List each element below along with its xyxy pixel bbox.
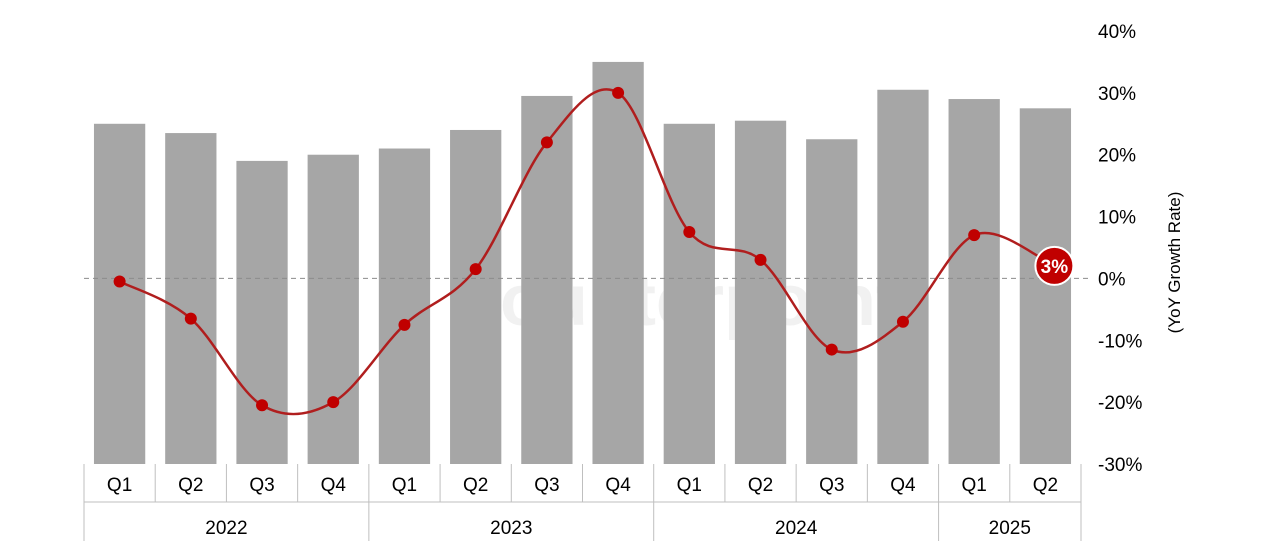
quarter-label: Q1 (107, 475, 132, 496)
growth-point-8 (683, 226, 696, 239)
quarter-label: Q3 (819, 475, 844, 496)
quarter-label: Q2 (463, 475, 488, 496)
callout-bubble (1034, 245, 1075, 286)
growth-point-12 (968, 229, 981, 242)
y2-axis-label: (YoY Growth Rate) (1165, 192, 1184, 334)
y2-tick-label: 20% (1098, 146, 1136, 167)
bar-12 (948, 99, 1000, 465)
quarter-label: Q3 (534, 475, 559, 496)
y2-tick-label: 40% (1098, 22, 1136, 43)
bar-4 (378, 148, 431, 464)
y2-tick-label: 10% (1098, 208, 1136, 229)
growth-point-0 (113, 275, 126, 288)
bar-9 (734, 120, 787, 464)
quarter-label: Q1 (961, 475, 986, 496)
quarter-label: Q1 (392, 475, 417, 496)
year-label: 2025 (989, 518, 1031, 539)
quarter-label: Q4 (605, 475, 631, 496)
year-label: 2023 (490, 518, 532, 539)
bar-8 (663, 123, 715, 465)
y2-tick-label: 0% (1098, 269, 1126, 290)
year-label: 2024 (775, 518, 818, 539)
callout-label: 3% (1041, 257, 1069, 278)
latest-growth-callout: 3% (1034, 245, 1075, 286)
growth-point-2 (256, 399, 269, 412)
bar-2 (236, 160, 288, 464)
growth-point-3 (327, 396, 340, 409)
growth-point-9 (754, 253, 767, 266)
quarter-label: Q4 (890, 475, 916, 496)
growth-point-4 (398, 318, 411, 331)
bar-7 (592, 61, 644, 465)
growth-point-7 (612, 86, 625, 99)
bar-13 (1019, 108, 1072, 465)
quarter-label: Q1 (677, 475, 702, 496)
year-label: 2022 (205, 518, 247, 539)
quarter-label: Q2 (748, 475, 773, 496)
quarter-label: Q2 (178, 475, 203, 496)
bar-1 (165, 133, 217, 465)
quarter-label: Q2 (1033, 475, 1058, 496)
growth-point-6 (540, 136, 553, 149)
growth-point-5 (469, 263, 482, 276)
bar-3 (307, 154, 359, 464)
y2-axis-ticks: 40% 30% 20% 10% 0% -10% -20% -30% (1098, 22, 1142, 476)
growth-point-11 (896, 315, 909, 328)
growth-markers (113, 86, 981, 412)
bar-5 (450, 129, 502, 464)
bar-6 (521, 95, 573, 464)
growth-line (119, 88, 1046, 416)
bar-11 (877, 89, 929, 464)
y2-tick-label: -30% (1098, 455, 1142, 476)
quarter-label: Q4 (321, 475, 347, 496)
bar-10 (806, 139, 858, 464)
quarter-label: Q3 (249, 475, 274, 496)
y2-tick-label: -10% (1098, 331, 1142, 352)
growth-point-10 (825, 343, 838, 356)
bars (93, 61, 1072, 465)
bar-0 (93, 123, 146, 465)
category-axis-table: Q1 Q2 Q3 Q4 Q1 Q2 Q3 Q4 Q1 Q2 Q3 Q4 Q1 Q2 2022 2023 2024… (83, 464, 1082, 541)
y2-tick-label: 30% (1098, 84, 1136, 105)
y2-tick-label: -20% (1098, 393, 1142, 414)
growth-point-1 (184, 312, 197, 325)
